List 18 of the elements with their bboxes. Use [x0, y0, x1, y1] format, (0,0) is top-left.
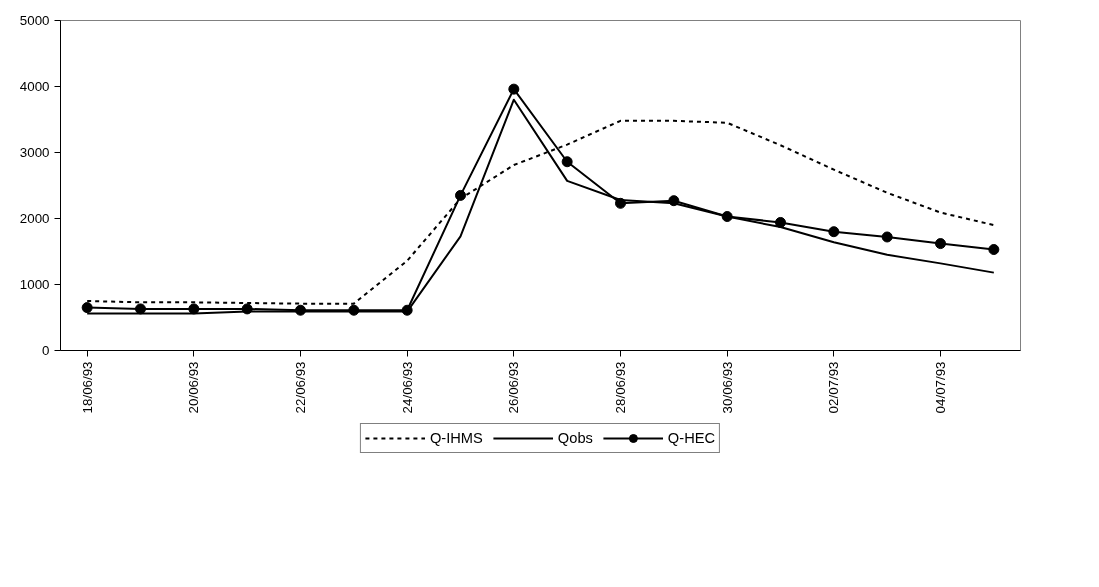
y-tick-label: 2000: [19, 211, 50, 226]
x-tick-label: 18/06/93: [79, 361, 95, 414]
x-tick-label: 30/06/93: [719, 361, 735, 414]
y-tick-label: 0: [42, 343, 50, 358]
x-tick-label: 28/06/93: [613, 361, 628, 414]
y-tick-label: 4000: [19, 79, 50, 94]
x-tick-label: 04/07/93: [933, 361, 948, 414]
x-tick-label: 24/06/93: [399, 361, 415, 414]
x-tick-label: 02/07/93: [826, 361, 842, 414]
x-tick-label: 20/06/93: [186, 361, 202, 414]
x-tick-label: 26/06/93: [506, 361, 522, 414]
x-tick-label: 22/06/93: [293, 361, 308, 414]
legend-label: Q-IHMS: [429, 430, 483, 446]
y-tick-label: 3000: [19, 145, 50, 160]
legend-label: Qobs: [557, 430, 593, 446]
y-tick-label: 5000: [19, 13, 50, 28]
legend-label: Q-HEC: [667, 430, 716, 446]
y-tick-label: 1000: [19, 277, 50, 292]
